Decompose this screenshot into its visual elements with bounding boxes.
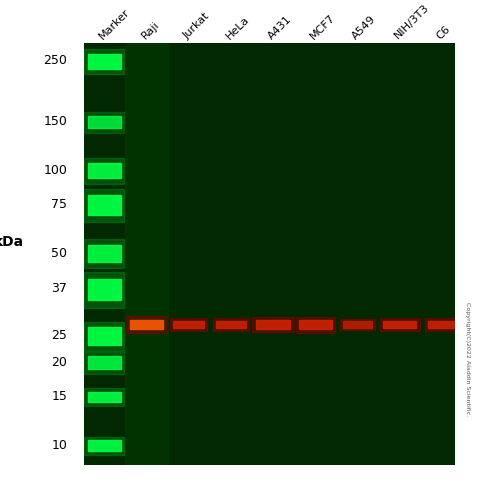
Bar: [84, 272, 124, 308]
Bar: [84, 49, 124, 74]
Bar: [383, 321, 416, 328]
Text: 150: 150: [44, 115, 67, 128]
Bar: [84, 322, 124, 351]
Bar: [84, 159, 124, 183]
Text: Raji: Raji: [139, 19, 161, 41]
Text: 50: 50: [51, 247, 67, 260]
Text: HeLa: HeLa: [224, 14, 251, 41]
Text: Marker: Marker: [97, 7, 132, 41]
Bar: [88, 115, 121, 128]
Bar: [88, 245, 121, 262]
Bar: [299, 320, 332, 329]
Bar: [425, 318, 459, 331]
Text: 100: 100: [44, 164, 67, 177]
Bar: [380, 318, 420, 331]
Bar: [252, 317, 294, 332]
Bar: [88, 391, 121, 402]
Bar: [216, 321, 246, 328]
Bar: [88, 163, 121, 178]
Bar: [84, 190, 124, 222]
Bar: [84, 388, 124, 406]
Bar: [173, 321, 204, 328]
Text: MCF7: MCF7: [308, 12, 337, 41]
Bar: [88, 54, 121, 68]
Bar: [84, 436, 124, 455]
Text: 37: 37: [51, 283, 67, 296]
Bar: [88, 356, 121, 369]
Bar: [126, 316, 167, 333]
Text: A549: A549: [351, 13, 378, 41]
Text: 20: 20: [51, 356, 67, 369]
Text: NIH/3T3: NIH/3T3: [393, 2, 431, 41]
Bar: [84, 112, 124, 133]
Bar: [343, 321, 372, 328]
Text: 75: 75: [51, 198, 67, 211]
Bar: [296, 317, 335, 333]
Text: 25: 25: [51, 329, 67, 342]
Bar: [171, 318, 207, 331]
Bar: [256, 320, 290, 329]
Bar: [428, 321, 456, 328]
Text: kDa: kDa: [0, 235, 23, 249]
Bar: [130, 319, 163, 330]
Text: 250: 250: [44, 54, 67, 68]
Bar: [88, 279, 121, 300]
Text: Copyright(C)2022 Aladdin Scientific.: Copyright(C)2022 Aladdin Scientific.: [465, 302, 469, 416]
Bar: [88, 440, 121, 451]
Bar: [125, 42, 168, 465]
Bar: [88, 195, 121, 215]
Text: 10: 10: [51, 439, 67, 452]
Bar: [340, 319, 376, 331]
Text: Jurkat: Jurkat: [182, 11, 212, 41]
Bar: [213, 319, 249, 331]
Text: 15: 15: [51, 390, 67, 403]
Text: A431: A431: [266, 13, 294, 41]
Bar: [84, 352, 124, 374]
Bar: [84, 240, 124, 268]
Text: C6: C6: [435, 23, 453, 41]
Bar: [88, 328, 121, 345]
